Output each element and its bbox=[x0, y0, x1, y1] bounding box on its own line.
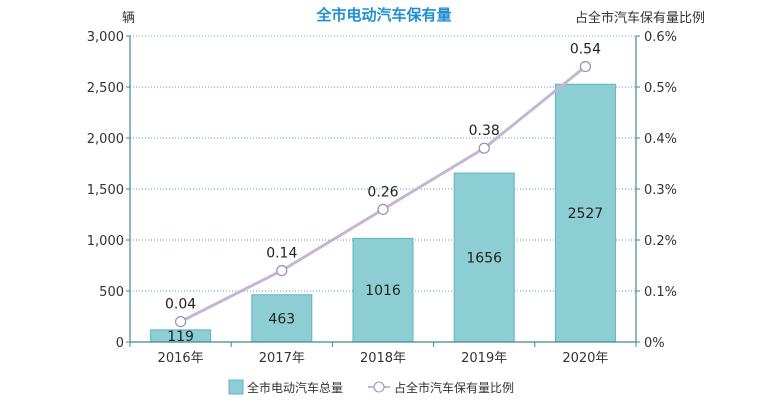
y-right-tick-label: 0.3% bbox=[644, 183, 677, 198]
y-right-tick-label: 0% bbox=[644, 336, 665, 351]
bar-value-label: 1656 bbox=[466, 251, 502, 267]
ratio-point bbox=[377, 203, 389, 215]
legend-line-label: 占全市汽车保有量比例 bbox=[394, 380, 514, 395]
ratio-point bbox=[276, 265, 288, 277]
ratio-point bbox=[579, 60, 592, 73]
y-right-tick-label: 0.6% bbox=[644, 30, 677, 45]
bar bbox=[352, 237, 414, 343]
y-left-tick-label: 1,500 bbox=[87, 183, 124, 198]
ratio-point-label: 0.54 bbox=[570, 42, 601, 58]
y-right-tick-label: 0.4% bbox=[644, 132, 677, 147]
y-right-tick-label: 0.1% bbox=[644, 285, 677, 300]
ratio-point bbox=[175, 316, 187, 328]
bar bbox=[554, 83, 616, 343]
bar-value-label: 119 bbox=[167, 329, 194, 345]
y-right-unit: 占全市汽车保有量比例 bbox=[575, 10, 705, 26]
y-right-tick-label: 0.2% bbox=[644, 234, 677, 249]
y-right-ticks: 0% 0.1% 0.2% 0.3% 0.4% 0.5% 0.6% bbox=[636, 30, 677, 351]
y-left-tick-label: 3,000 bbox=[87, 30, 124, 45]
bar-value-label: 1016 bbox=[365, 283, 401, 299]
y-left-tick-label: 500 bbox=[99, 285, 124, 300]
ratio-point bbox=[478, 142, 490, 154]
y-left-ticks: 0 500 1,000 1,500 2,000 2,500 3,000 bbox=[87, 30, 130, 351]
x-ticks: 2016年 2017年 2018年 2019年 2020年 bbox=[129, 342, 637, 366]
x-tick-label: 2017年 bbox=[259, 351, 305, 366]
legend-bar-swatch bbox=[228, 379, 244, 395]
x-tick-label: 2019年 bbox=[461, 351, 507, 366]
x-tick-label: 2020年 bbox=[562, 351, 608, 366]
ratio-point-label: 0.26 bbox=[367, 184, 398, 200]
y-left-tick-label: 1,000 bbox=[87, 234, 124, 249]
ratio-point-label: 0.38 bbox=[469, 123, 500, 139]
y-right-tick-label: 0.5% bbox=[644, 81, 677, 96]
y-left-tick-label: 2,000 bbox=[87, 132, 124, 147]
legend: 全市电动汽车总量 占全市汽车保有量比例 bbox=[228, 379, 514, 395]
ratio-point-label: 0.14 bbox=[266, 246, 297, 262]
y-left-tick-label: 2,500 bbox=[87, 81, 124, 96]
y-left-unit: 辆 bbox=[122, 11, 135, 26]
bar bbox=[453, 172, 515, 343]
y-left-tick-label: 0 bbox=[116, 336, 124, 351]
legend-line-marker bbox=[373, 381, 385, 393]
ratio-point-label: 0.04 bbox=[165, 297, 196, 313]
line-series: 0.04 0.14 0.26 0.38 0.54 bbox=[165, 42, 601, 328]
legend-bar-label: 全市电动汽车总量 bbox=[247, 380, 343, 395]
bar-value-label: 463 bbox=[268, 311, 295, 327]
bar-labels: 119 463 1016 1656 2527 bbox=[167, 206, 603, 345]
bar-series bbox=[150, 83, 616, 343]
chart-title: 全市电动汽车保有量 bbox=[315, 6, 451, 24]
bar-value-label: 2527 bbox=[568, 206, 604, 222]
x-tick-label: 2018年 bbox=[360, 351, 406, 366]
x-tick-label: 2016年 bbox=[158, 351, 204, 366]
